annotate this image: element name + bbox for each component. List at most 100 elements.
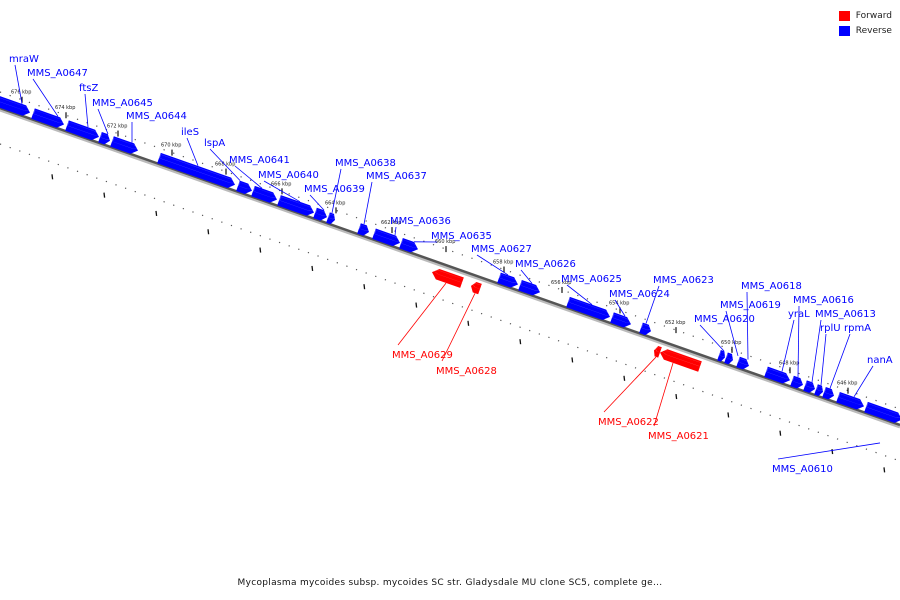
gene-label[interactable]: MMS_A0624 [609, 289, 670, 300]
gene-arrow[interactable] [98, 132, 112, 146]
gene-label[interactable]: MMS_A0622 [598, 417, 659, 428]
leader-line [725, 310, 739, 357]
kbp-label: 666 kbp [271, 181, 291, 187]
gene-arrow[interactable] [736, 356, 751, 371]
leader-line [781, 319, 795, 372]
kbp-label: 662 kbp [381, 220, 401, 226]
gene-arrow[interactable] [658, 347, 703, 372]
gene-arrow[interactable] [814, 384, 825, 397]
kbp-label: 676 kbp [11, 90, 31, 96]
gene-label[interactable]: nanA [867, 355, 893, 366]
kbp-label: 670 kbp [161, 143, 181, 149]
gene-arrow[interactable] [764, 366, 792, 386]
gene-label[interactable]: MMS_A0613 [815, 309, 876, 320]
gene-label[interactable]: MMS_A0620 [694, 314, 755, 325]
kbp-label: 674 kbp [55, 105, 75, 111]
gene-arrow[interactable] [357, 223, 371, 237]
gene-arrow[interactable] [0, 96, 32, 118]
gene-arrow[interactable] [469, 281, 483, 295]
gene-arrow[interactable] [822, 387, 836, 401]
gene-label[interactable]: ftsZ [79, 83, 98, 94]
leader-line [186, 137, 199, 166]
gene-label[interactable]: MMS_A0644 [126, 111, 187, 122]
gene-arrow[interactable] [497, 272, 520, 290]
gene-arrow[interactable] [518, 279, 542, 298]
gene-arrow[interactable] [724, 352, 735, 366]
leader-line [820, 333, 827, 386]
gene-arrow[interactable] [836, 391, 866, 412]
gene-label[interactable]: MMS_A0619 [720, 300, 781, 311]
gene-arrow[interactable] [717, 350, 727, 363]
leader-line [653, 362, 674, 427]
gene-arrow[interactable] [313, 207, 329, 223]
kbp-label: 672 kbp [107, 124, 127, 130]
leader-line [394, 226, 397, 236]
gene-arrow[interactable] [31, 108, 66, 129]
gene-label[interactable]: MMS_A0626 [515, 259, 576, 270]
gene-label[interactable]: MMS_A0639 [304, 184, 365, 195]
gene-label[interactable]: MMS_A0638 [335, 158, 396, 169]
gene-label[interactable]: MMS_A0637 [366, 171, 427, 182]
gene-label[interactable]: ileS [181, 127, 199, 138]
gene-arrow[interactable] [790, 375, 805, 390]
gene-label[interactable]: MMS_A0635 [431, 231, 492, 242]
gene-label[interactable]: MMS_A0618 [741, 281, 802, 292]
gene-arrow[interactable] [65, 120, 101, 142]
gene-label[interactable]: MMS_A0629 [392, 350, 453, 361]
leader-line [397, 282, 447, 346]
inner-tick [51, 174, 54, 180]
inner-tick [831, 448, 834, 455]
inner-tick [363, 284, 366, 290]
gene-label[interactable]: MMS_A0628 [436, 366, 497, 377]
gene-label[interactable]: MMS_A0641 [229, 155, 290, 166]
gene-label[interactable]: MMS_A0621 [648, 431, 709, 442]
leader-line [476, 254, 509, 276]
gene-arrow[interactable] [326, 212, 337, 225]
gene-arrow[interactable] [430, 267, 465, 288]
gene-label[interactable]: rplU [820, 323, 841, 334]
gene-label[interactable]: MMS_A0623 [653, 275, 714, 286]
gene-label[interactable]: rpmA [844, 323, 871, 334]
backbone-shadow [0, 108, 900, 429]
gene-label[interactable]: lspA [204, 138, 225, 149]
leader-line [797, 305, 800, 378]
gene-label[interactable]: MMS_A0625 [561, 274, 622, 285]
gene-arrow[interactable] [277, 195, 316, 218]
gene-label[interactable]: MMS_A0647 [27, 68, 88, 79]
inner-tick [779, 430, 782, 436]
gene-arrow[interactable] [399, 238, 420, 255]
leader-line [699, 324, 725, 352]
gene-arrow[interactable] [110, 136, 140, 156]
gene-arrow[interactable] [236, 180, 254, 196]
leader-line [209, 148, 241, 181]
leader-line [853, 365, 874, 398]
gene-label[interactable]: MMS_A0627 [471, 244, 532, 255]
gene-label[interactable]: MMS_A0640 [258, 170, 319, 181]
backbone [0, 106, 900, 427]
gene-label[interactable]: MMS_A0616 [793, 295, 854, 306]
gene-arrow[interactable] [157, 152, 237, 190]
kbp-label: 660 kbp [435, 239, 455, 245]
scale-track [0, 91, 900, 473]
leader-line [566, 284, 593, 305]
kbp-label: 646 kbp [837, 381, 857, 387]
gene-label[interactable]: MMS_A0610 [772, 464, 833, 475]
leader-line [777, 442, 881, 460]
gene-arrow[interactable] [639, 322, 653, 337]
kbp-label: 648 kbp [779, 360, 799, 366]
legend-label-forward: Forward [855, 10, 892, 21]
reverse-swatch [838, 25, 850, 36]
gene-arrow[interactable] [803, 380, 817, 394]
gene-label[interactable]: MMS_A0645 [92, 98, 153, 109]
gene-arrow[interactable] [372, 228, 402, 249]
gene-label[interactable]: MMS_A0636 [390, 216, 451, 227]
gene-arrow[interactable] [566, 296, 612, 322]
gene-arrow[interactable] [652, 345, 663, 358]
gene-arrow[interactable] [610, 312, 633, 329]
gene-label[interactable]: mraW [9, 54, 39, 65]
gene-arrow[interactable] [251, 185, 279, 205]
leader-line [234, 165, 263, 189]
inner-tick [467, 320, 470, 326]
inner-tick [519, 339, 522, 345]
